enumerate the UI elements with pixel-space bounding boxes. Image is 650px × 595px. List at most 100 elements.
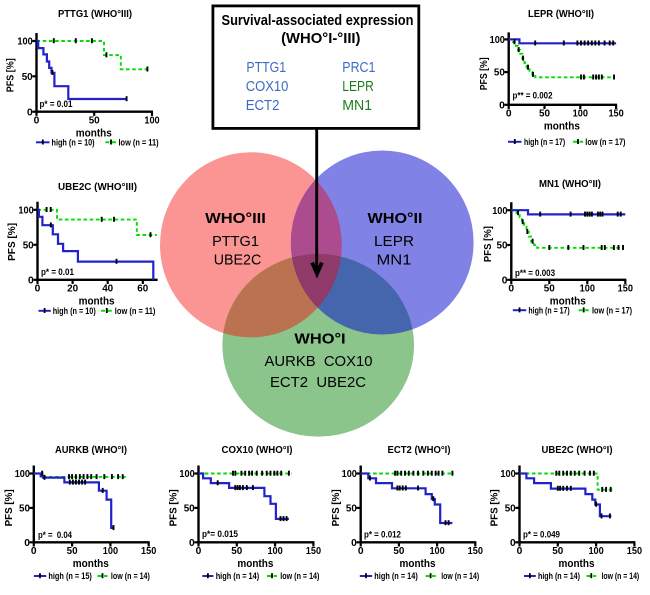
svg-text:high (n = 14): high (n = 14)	[374, 571, 418, 581]
svg-text:0: 0	[510, 538, 516, 549]
svg-text:50: 50	[497, 241, 508, 252]
svg-text:150: 150	[468, 546, 484, 557]
svg-text:high (n = 17): high (n = 17)	[524, 137, 565, 147]
svg-text:100: 100	[18, 205, 34, 216]
svg-text:Survival-associated expression: Survival-associated expression	[222, 12, 414, 29]
svg-text:50: 50	[393, 546, 404, 557]
svg-text:100: 100	[429, 546, 445, 557]
svg-text:high (n = 14): high (n = 14)	[538, 571, 580, 581]
svg-text:low (n = 17): low (n = 17)	[592, 305, 632, 315]
svg-text:40: 40	[102, 284, 113, 295]
svg-text:PFS [%]: PFS [%]	[330, 489, 342, 526]
svg-text:p* = 0.01: p* = 0.01	[41, 267, 75, 278]
svg-text:COX10 (WHO°I): COX10 (WHO°I)	[222, 444, 293, 456]
svg-text:PTTG1: PTTG1	[246, 59, 286, 76]
svg-text:100: 100	[144, 116, 160, 127]
svg-text:low (n = 14): low (n = 14)	[111, 571, 150, 581]
svg-text:COX10: COX10	[246, 78, 289, 95]
svg-text:low (n = 11): low (n = 11)	[115, 306, 156, 316]
svg-text:WHO°III: WHO°III	[205, 210, 266, 227]
svg-text:PFS [%]: PFS [%]	[489, 489, 501, 526]
svg-text:p*= 0.015: p*= 0.015	[202, 529, 239, 540]
svg-text:high (n = 15): high (n = 15)	[48, 571, 92, 581]
svg-text:PTTG1: PTTG1	[212, 233, 259, 250]
svg-text:WHO°II: WHO°II	[368, 210, 423, 227]
svg-text:0: 0	[508, 284, 514, 295]
svg-text:high (n = 14): high (n = 14)	[216, 571, 260, 581]
svg-text:50: 50	[231, 546, 242, 557]
svg-text:low (n = 17): low (n = 17)	[585, 137, 625, 147]
svg-text:50: 50	[494, 68, 505, 79]
svg-text:months: months	[544, 121, 580, 133]
svg-text:WHO°I: WHO°I	[294, 331, 345, 348]
svg-text:PFS [%]: PFS [%]	[6, 223, 18, 261]
svg-text:0: 0	[196, 546, 202, 557]
svg-text:50: 50	[23, 240, 34, 251]
svg-text:MN1: MN1	[342, 97, 372, 114]
svg-text:p** = 0.002: p** = 0.002	[513, 91, 553, 102]
svg-text:0: 0	[351, 538, 357, 549]
svg-text:p* = 0.04: p* = 0.04	[38, 530, 73, 541]
svg-text:low (n = 14): low (n = 14)	[280, 571, 319, 581]
svg-text:p* = 0.049: p* = 0.049	[523, 530, 560, 541]
svg-text:0: 0	[506, 109, 512, 120]
svg-text:100: 100	[492, 206, 508, 217]
svg-text:p** = 0.003: p** = 0.003	[515, 268, 555, 279]
svg-text:50: 50	[505, 504, 516, 515]
svg-text:150: 150	[627, 546, 643, 557]
svg-text:months: months	[73, 558, 109, 570]
svg-text:0: 0	[24, 538, 30, 549]
svg-text:50: 50	[544, 284, 555, 295]
svg-text:50: 50	[346, 504, 357, 515]
svg-text:0: 0	[28, 275, 34, 286]
svg-text:100: 100	[342, 469, 358, 480]
svg-text:low (n = 14): low (n = 14)	[441, 571, 479, 581]
svg-text:100: 100	[179, 469, 195, 480]
svg-text:0: 0	[34, 116, 40, 127]
svg-text:PRC1: PRC1	[342, 59, 375, 76]
svg-text:months: months	[237, 558, 273, 570]
svg-text:20: 20	[67, 284, 78, 295]
svg-text:0: 0	[189, 538, 195, 549]
svg-text:UBE2C (WHO°III): UBE2C (WHO°III)	[58, 181, 137, 193]
svg-text:months: months	[79, 296, 115, 308]
svg-text:high (n = 17): high (n = 17)	[528, 305, 569, 315]
svg-text:LEPR: LEPR	[374, 233, 414, 250]
svg-text:100: 100	[267, 546, 283, 557]
svg-text:low (n = 14): low (n = 14)	[602, 571, 640, 581]
svg-text:100: 100	[580, 284, 596, 295]
svg-text:UBE2C (WHO°I): UBE2C (WHO°I)	[542, 444, 613, 456]
svg-text:ECT2: ECT2	[246, 97, 280, 114]
svg-text:PFS [%]: PFS [%]	[168, 489, 180, 526]
svg-text:100: 100	[573, 109, 589, 120]
svg-text:150: 150	[608, 109, 624, 120]
svg-text:0: 0	[27, 107, 33, 118]
svg-text:50: 50	[89, 116, 100, 127]
svg-text:PFS [%]: PFS [%]	[478, 57, 490, 90]
svg-text:PFS [%]: PFS [%]	[482, 226, 494, 262]
svg-text:low (n = 11): low (n = 11)	[119, 138, 159, 148]
svg-text:50: 50	[552, 546, 563, 557]
svg-text:100: 100	[588, 546, 604, 557]
svg-text:60: 60	[137, 284, 148, 295]
svg-text:PFS [%]: PFS [%]	[3, 489, 15, 526]
svg-text:AURKB COX10: AURKB COX10	[265, 353, 373, 370]
svg-text:months: months	[400, 558, 436, 570]
svg-text:ECT2 UBE2C: ECT2 UBE2C	[270, 374, 366, 391]
svg-text:months: months	[76, 128, 112, 140]
svg-text:0: 0	[358, 546, 364, 557]
svg-text:100: 100	[500, 469, 516, 480]
svg-text:150: 150	[618, 284, 634, 295]
svg-text:LEPR (WHO°II): LEPR (WHO°II)	[528, 8, 594, 20]
svg-text:high (n = 10): high (n = 10)	[53, 306, 96, 316]
svg-text:50: 50	[19, 504, 30, 515]
svg-text:50: 50	[67, 546, 78, 557]
svg-text:months: months	[550, 296, 586, 308]
svg-text:0: 0	[499, 100, 505, 111]
svg-text:50: 50	[539, 109, 550, 120]
svg-text:UBE2C: UBE2C	[214, 252, 262, 269]
svg-text:50: 50	[184, 504, 195, 515]
svg-text:50: 50	[22, 72, 33, 83]
svg-text:AURKB (WHO°I): AURKB (WHO°I)	[55, 444, 127, 456]
svg-text:p* = 0.01: p* = 0.01	[40, 99, 74, 110]
